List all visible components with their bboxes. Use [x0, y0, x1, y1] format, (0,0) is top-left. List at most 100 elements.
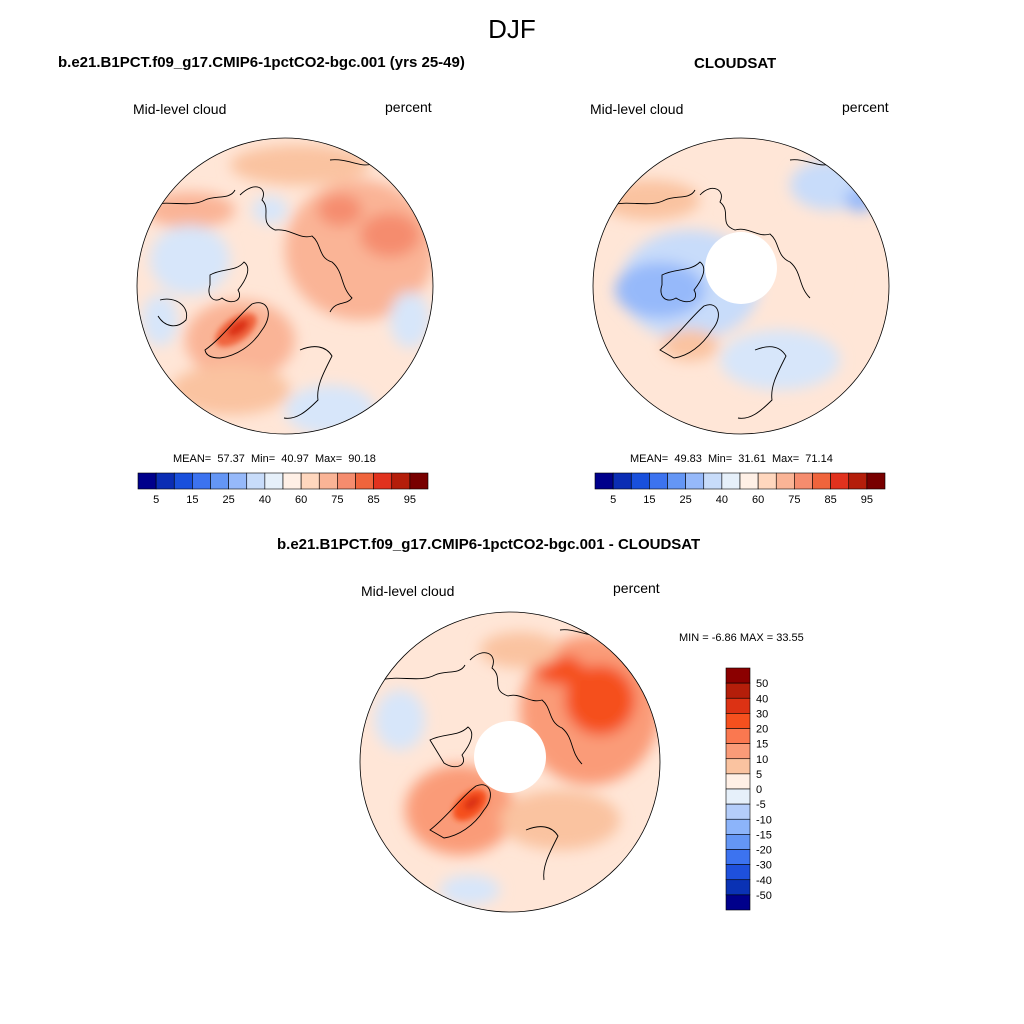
colorbar-tick-label: -10: [756, 814, 772, 826]
colorbar-tick-label: 15: [643, 494, 655, 506]
mean-label: MEAN=: [173, 453, 212, 465]
colorbar-swatch: [725, 864, 751, 881]
colorbar-tick-label: 75: [788, 494, 800, 506]
colorbar-model: 5 15 25 40 60 75 85 95: [137, 472, 429, 506]
colorbar-swatch: [173, 472, 193, 490]
colorbar-tick-label: 30: [756, 708, 768, 720]
colorbar-swatch: [848, 472, 868, 490]
colorbar-swatch: [155, 472, 175, 490]
colorbar-swatch: [282, 472, 302, 490]
panel-diff-title: b.e21.B1PCT.f09_g17.CMIP6-1pctCO2-bgc.00…: [277, 536, 701, 553]
colorbar-swatch: [373, 472, 393, 490]
colorbar-swatch: [300, 472, 320, 490]
panel-diff-variable: Mid-level cloud: [361, 583, 455, 599]
colorbar-swatch: [812, 472, 831, 490]
colorbar-swatch: [721, 472, 741, 490]
colorbar-tick-label: 60: [295, 494, 307, 506]
colorbar-tick-label: -40: [756, 875, 772, 887]
colorbar-swatch: [667, 472, 686, 490]
max-label: Max=: [771, 453, 800, 465]
colorbar-tick-label: 5: [756, 769, 762, 781]
panel-obs-units: percent: [842, 99, 889, 115]
colorbar-swatch: [725, 758, 751, 775]
colorbar-swatch: [739, 472, 759, 490]
mean-label: MEAN=: [630, 453, 669, 465]
max-label: Max=: [314, 453, 343, 465]
colorbar-swatch: [866, 472, 886, 490]
colorbar-tick-label: 85: [825, 494, 837, 506]
colorbar-tick-label: 95: [404, 494, 416, 506]
colorbar-swatch: [649, 472, 668, 490]
colorbar-swatch: [725, 803, 751, 820]
colorbar-swatch: [830, 472, 850, 490]
panel-model-title: b.e21.B1PCT.f09_g17.CMIP6-1pctCO2-bgc.00…: [58, 54, 465, 71]
colorbar-swatch: [775, 472, 795, 490]
colorbar-swatch: [612, 472, 632, 490]
panel-diff-units: percent: [613, 580, 660, 596]
max-value: 90.18: [348, 453, 376, 465]
colorbar-tick-label: -30: [756, 860, 772, 872]
colorbar-tick-label: 25: [680, 494, 692, 506]
panel-obs-stats: MEAN= 49.83 Min= 31.61 Max= 71.14: [630, 453, 833, 465]
colorbar-swatch: [228, 472, 248, 490]
colorbar-tick-label: -50: [756, 890, 772, 902]
colorbar-tick-label: 15: [756, 739, 768, 751]
mean-value: 49.83: [674, 453, 702, 465]
colorbar-tick-label: 60: [752, 494, 764, 506]
colorbar-swatch: [757, 472, 777, 490]
colorbar-swatch: [246, 472, 266, 490]
panel-model-units: percent: [385, 99, 432, 115]
colorbar-tick-label: 40: [716, 494, 728, 506]
max-value: 71.14: [805, 453, 833, 465]
panel-model-variable: Mid-level cloud: [133, 101, 227, 117]
colorbar-tick-label: 5: [610, 494, 616, 506]
colorbar-tick-label: -5: [756, 799, 766, 811]
colorbar-swatch: [794, 472, 813, 490]
min-value: 40.97: [281, 453, 309, 465]
mean-value: 57.37: [217, 453, 245, 465]
colorbar-swatch: [725, 849, 751, 865]
colorbar-tick-label: -20: [756, 845, 772, 857]
colorbar-swatch: [725, 834, 751, 850]
colorbar-swatch: [703, 472, 723, 490]
colorbar-swatch: [264, 472, 284, 490]
colorbar-tick-label: -15: [756, 829, 772, 841]
colorbar-swatch: [318, 472, 338, 490]
colorbar-swatch: [594, 472, 614, 490]
colorbar-swatch: [725, 697, 751, 714]
colorbar-swatch: [725, 667, 751, 684]
map-diff: [359, 611, 661, 913]
colorbar-swatch: [630, 472, 650, 490]
colorbar-swatch: [725, 682, 751, 699]
colorbar-tick-label: 5: [153, 494, 159, 506]
colorbar-swatch: [725, 879, 751, 896]
colorbar-swatch: [725, 713, 751, 729]
colorbar-tick-label: 75: [331, 494, 343, 506]
colorbar-tick-label: 15: [186, 494, 198, 506]
panel-diff-stats: MIN = -6.86 MAX = 33.55: [679, 632, 804, 644]
figure-title: DJF: [488, 14, 536, 44]
panel-obs-title: CLOUDSAT: [694, 55, 777, 72]
colorbar-swatch: [355, 472, 374, 490]
colorbar-tick-label: 20: [756, 724, 768, 736]
map-model: [136, 137, 434, 435]
colorbar-swatch: [725, 788, 751, 805]
panel-model-stats: MEAN= 57.37 Min= 40.97 Max= 90.18: [173, 453, 376, 465]
colorbar-swatch: [337, 472, 356, 490]
colorbar-swatch: [391, 472, 411, 490]
colorbar-tick-label: 40: [756, 693, 768, 705]
panel-obs-variable: Mid-level cloud: [590, 101, 684, 117]
min-label: Min=: [708, 453, 733, 465]
colorbar-tick-label: 95: [861, 494, 873, 506]
colorbar-swatch: [685, 472, 705, 490]
colorbar-swatch: [725, 743, 751, 760]
colorbar-swatch: [725, 818, 751, 835]
colorbar-swatch: [409, 472, 429, 490]
colorbar-swatch: [192, 472, 211, 490]
map-obs: [592, 137, 890, 435]
colorbar-tick-label: 0: [756, 784, 762, 796]
colorbar-tick-label: 85: [368, 494, 380, 506]
colorbar-tick-label: 50: [756, 678, 768, 690]
